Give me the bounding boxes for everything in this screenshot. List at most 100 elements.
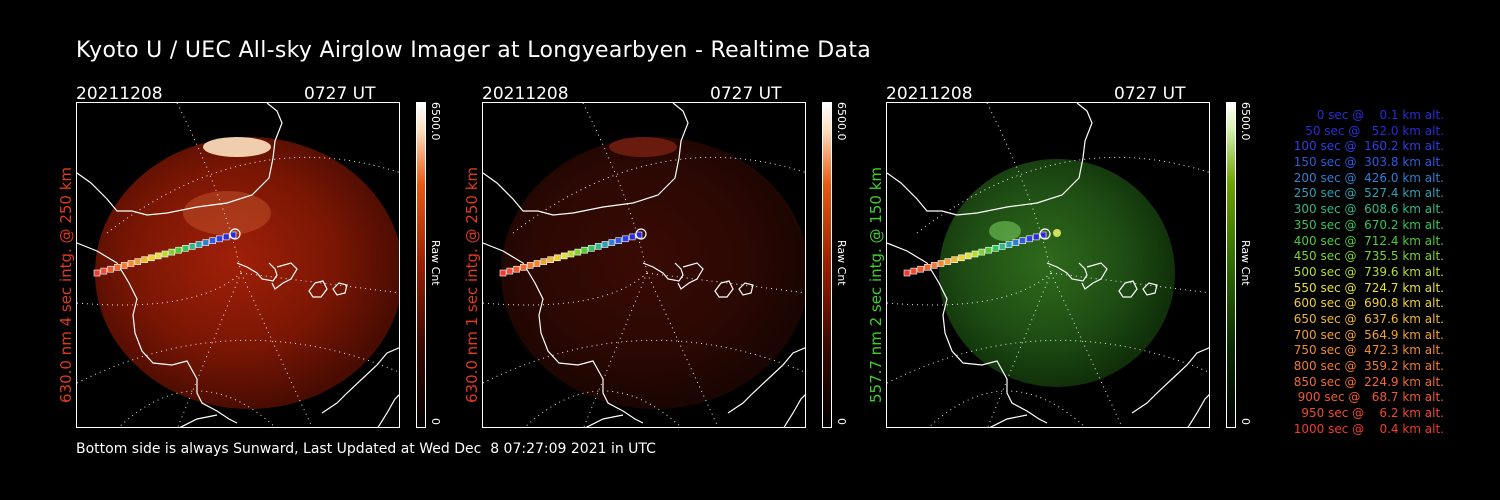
graticule — [887, 103, 1209, 427]
legend-row: 950 sec @ 6.2 km alt. — [1301, 406, 1444, 421]
legend-row: 800 sec @ 359.2 km alt. — [1293, 359, 1444, 373]
trajectory-marker — [188, 243, 196, 250]
page-title: Kyoto U / UEC All-sky Airglow Imager at … — [76, 38, 872, 63]
legend-row: 600 sec @ 690.8 km alt. — [1293, 296, 1444, 311]
trajectory-marker — [120, 262, 128, 269]
trajectory-marker — [958, 254, 965, 262]
trajectory-marker — [127, 260, 135, 267]
trajectory-marker — [944, 258, 952, 265]
trajectory-marker — [533, 260, 541, 267]
trajectory-marker — [594, 243, 602, 250]
legend-row: 750 sec @ 472.3 km alt. — [1293, 343, 1444, 358]
legend-row: 850 sec @ 224.9 km alt. — [1293, 374, 1444, 389]
colorbar-min: 0 — [835, 418, 848, 425]
trajectory-marker — [608, 239, 616, 246]
aurora-glow — [1053, 229, 1061, 237]
trajectory-marker — [161, 250, 169, 258]
trajectory-marker — [141, 256, 148, 263]
station-marker — [229, 228, 241, 240]
ylabel-text: 557.7 nm 2 sec intg. @ 150 km — [867, 166, 885, 403]
trajectory-marker — [588, 245, 595, 252]
colorbar-max: 6500.0 — [835, 102, 848, 141]
trajectory-marker — [100, 267, 108, 275]
trajectory-marker — [930, 262, 938, 269]
trajectory-marker — [93, 269, 101, 277]
legend-row: 900 sec @ 68.7 km alt. — [1297, 390, 1444, 405]
legend-row: 100 sec @ 160.2 km alt. — [1293, 139, 1444, 154]
legend-row: 500 sec @ 739.6 km alt. — [1293, 264, 1444, 279]
trajectory-marker — [107, 265, 114, 273]
trajectory-marker — [520, 264, 527, 271]
trajectory-marker — [209, 237, 216, 244]
graticule — [483, 103, 805, 427]
trajectory-marker — [985, 246, 992, 254]
time-label: 0727 UT — [304, 84, 376, 104]
trajectory-marker — [971, 250, 979, 258]
panel-1: 630.0 nm 4 sec intg. @ 250 km 20211208 0… — [56, 84, 456, 430]
colorbar-min: 0 — [429, 418, 442, 425]
trajectory-marker — [547, 256, 554, 263]
trajectory-marker — [567, 250, 575, 258]
trajectory-marker — [216, 235, 223, 243]
date-label: 20211208 — [76, 84, 163, 104]
panel-2: 630.0 nm 1 sec intg. @ 250 km 20211208 0… — [462, 84, 862, 430]
legend-row: 50 sec @ 52.0 km alt. — [1305, 123, 1444, 138]
trajectory-legend: 0 sec @ 0.1 km alt. 50 sec @ 52.0 km alt.… — [1262, 108, 1444, 437]
coastlines — [483, 103, 805, 427]
trajectory-marker — [622, 235, 629, 243]
ylabel-text: 630.0 nm 4 sec intg. @ 250 km — [57, 166, 75, 403]
trajectory-marker — [554, 254, 561, 262]
legend-row: 450 sec @ 735.5 km alt. — [1293, 249, 1444, 264]
colorbar — [1226, 102, 1236, 428]
trajectory-marker — [195, 241, 203, 248]
legend-row: 1000 sec @ 0.4 km alt. — [1293, 421, 1444, 436]
trajectory-marker — [903, 269, 911, 277]
trajectory-marker — [951, 256, 958, 263]
trajectory-marker — [917, 265, 924, 273]
trajectory-marker — [499, 269, 507, 277]
legend-row: 700 sec @ 564.9 km alt. — [1293, 327, 1444, 342]
trajectory — [903, 228, 1051, 277]
trajectory-marker — [1032, 233, 1040, 241]
trajectory-marker — [526, 262, 534, 269]
trajectory-marker — [581, 246, 588, 254]
trajectory — [93, 228, 241, 277]
sky-map-svg — [77, 103, 399, 427]
aurora-glow — [183, 191, 271, 235]
colorbar-label: Raw Cnt — [429, 240, 442, 286]
trajectory-marker — [964, 252, 972, 260]
colorbar — [416, 102, 426, 428]
coastlines — [77, 103, 399, 427]
colorbar-min: 0 — [1239, 418, 1252, 425]
trajectory-marker — [134, 258, 142, 265]
trajectory-marker — [1012, 239, 1020, 246]
colorbar-label: Raw Cnt — [835, 240, 848, 286]
trajectory-marker — [175, 246, 182, 254]
panel-ylabel: 630.0 nm 1 sec intg. @ 250 km — [462, 84, 482, 430]
trajectory-marker — [924, 264, 931, 271]
trajectory-marker — [601, 241, 609, 248]
panel-ylabel: 557.7 nm 2 sec intg. @ 150 km — [866, 84, 886, 430]
legend-row: 300 sec @ 608.6 km alt. — [1293, 202, 1444, 217]
trajectory-marker — [998, 243, 1006, 250]
trajectory-marker — [154, 252, 162, 260]
colorbar-max: 6500.0 — [429, 102, 442, 141]
aurora-glow — [989, 221, 1021, 241]
aurora-patch — [203, 137, 271, 157]
panel-3: 557.7 nm 2 sec intg. @ 150 km 20211208 0… — [866, 84, 1266, 430]
trajectory-marker — [1005, 241, 1013, 248]
legend-row: 350 sec @ 670.2 km alt. — [1293, 217, 1444, 232]
trajectory-marker — [1019, 237, 1026, 244]
trajectory-marker — [148, 254, 155, 262]
colorbar-max: 6500.0 — [1239, 102, 1252, 141]
colorbar — [822, 102, 832, 428]
trajectory-marker — [574, 248, 582, 256]
panel-ylabel: 630.0 nm 4 sec intg. @ 250 km — [56, 84, 76, 430]
station-marker — [1039, 228, 1051, 240]
station-marker — [635, 228, 647, 240]
sky-disk — [501, 137, 805, 409]
sky-map — [482, 102, 806, 428]
legend-row: 250 sec @ 527.4 km alt. — [1293, 186, 1444, 201]
footer-note: Bottom side is always Sunward, Last Upda… — [76, 441, 656, 457]
date-label: 20211208 — [886, 84, 973, 104]
